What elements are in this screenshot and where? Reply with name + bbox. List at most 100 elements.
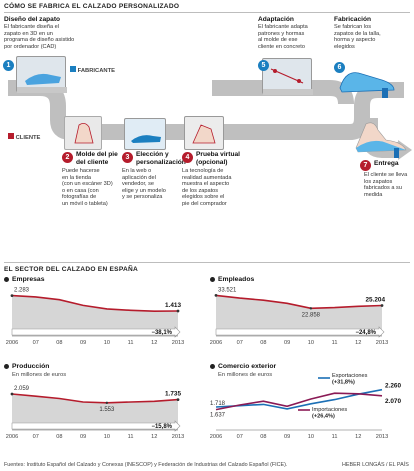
area-fill — [216, 295, 382, 336]
x-tick-label: 12 — [355, 434, 361, 440]
step-3-title: Elección y personalización — [136, 151, 186, 166]
chart-produccion-title: Producción — [4, 363, 49, 370]
series-line-0 — [215, 388, 383, 410]
start-point — [10, 392, 14, 396]
label-imp-end: 2.070 — [385, 398, 401, 405]
step-6-text: Se fabrican los zapatos de la talla, horma… — [334, 24, 381, 50]
series-line — [11, 393, 179, 404]
label-end: 1.413 — [165, 302, 181, 309]
x-tick-label: 2006 — [210, 340, 222, 346]
x-tick-label: 07 — [237, 434, 243, 440]
end-point — [176, 398, 180, 402]
x-tick-label: 2013 — [172, 434, 184, 440]
step-1-text: El fabricante diseña el zapato en 3D en u… — [4, 24, 75, 50]
x-tick-label: 10 — [308, 340, 314, 346]
step-2-badge: 2 — [62, 152, 73, 163]
step-6-badge: 6 — [334, 62, 345, 73]
sector-heading: EL SECTOR DEL CALZADO EN ESPAÑA — [4, 266, 139, 273]
label-end: 25.204 — [365, 296, 385, 303]
x-tick-label: 09 — [284, 340, 290, 346]
step-7-text: El cliente se lleva los zapatos fabricados… — [364, 172, 408, 198]
legend-cliente: CLIENTE — [8, 133, 40, 141]
x-tick-label: 2013 — [172, 340, 184, 346]
step-4-title: Prueba virtual (opcional) — [196, 151, 240, 166]
step-2-title: Molde del pie del cliente — [76, 151, 118, 166]
label-min: 1.553 — [99, 407, 115, 413]
change-arrow — [11, 420, 181, 432]
legend-exp-change: (+31,8%) — [332, 380, 355, 386]
series-line — [11, 294, 179, 313]
footer-credit: HEBER LONGÁS / EL PAÍS — [342, 462, 409, 468]
label-exp-end: 2.260 — [385, 383, 401, 390]
step-1-badge: 1 — [3, 60, 14, 71]
chart-comercio: 1.718 1.637 2.260 2.070 Exportaciones(+31,8%… — [210, 373, 402, 440]
chart-produccion-subtitle: En millones de euros — [12, 372, 67, 378]
scanner-illustration — [64, 116, 102, 150]
x-tick-label: 10 — [104, 434, 110, 440]
delivered-shoe-illustration — [350, 118, 410, 160]
web-app-illustration — [124, 118, 166, 150]
label-start: 33.521 — [218, 287, 237, 293]
legend-exp-label: Exportaciones — [332, 373, 368, 379]
chart-produccion: 2.059 1.735 1.553 −15,8% 2006 07 08 09 10 11 12 201… — [6, 386, 184, 440]
chart-empleados: 33.521 25.204 22.858 −24,8% 2006 07 08 09 10 11 12… — [210, 287, 388, 346]
step-2-text: Puede hacerse en la tienda (con un escáner… — [62, 168, 113, 207]
label-start: 2.283 — [14, 288, 30, 294]
change-label: −15,8% — [151, 424, 172, 430]
x-tick-label: 2006 — [6, 434, 18, 440]
x-tick-label: 12 — [355, 340, 361, 346]
end-point — [176, 309, 180, 313]
x-tick-label: 07 — [237, 340, 243, 346]
chart-comercio-title: Comercio exterior — [210, 363, 276, 370]
change-label: −24,8% — [355, 330, 376, 336]
x-tick-label: 09 — [80, 340, 86, 346]
chart-empresas: 2.283 1.413 −38,1% 2006 07 08 09 10 11 12 2013 — [6, 288, 184, 346]
divider — [4, 262, 410, 263]
x-tick-label: 08 — [260, 340, 266, 346]
start-point — [10, 294, 14, 298]
x-tick-label: 09 — [284, 434, 290, 440]
x-tick-label: 07 — [33, 434, 39, 440]
change-label: −38,1% — [151, 330, 172, 336]
legend-imp-label: Importaciones — [312, 407, 347, 413]
step-7-title: Entrega — [374, 160, 399, 167]
x-tick-label: 08 — [56, 434, 62, 440]
x-tick-label: 2013 — [376, 340, 388, 346]
step-4-text: La tecnología de realidad aumentada muestr… — [182, 168, 232, 207]
divider — [4, 12, 410, 13]
area-fill — [12, 295, 178, 336]
step-3-badge: 3 — [122, 152, 133, 163]
step-4-badge: 4 — [182, 152, 193, 163]
step-5-text: El fabricante adapta patrones y hormas al … — [258, 24, 308, 50]
x-tick-label: 2006 — [210, 434, 222, 440]
label-exp-start: 1.718 — [210, 401, 226, 407]
x-tick-label: 10 — [308, 434, 314, 440]
step-7-badge: 7 — [360, 160, 371, 171]
chart-empleados-title: Empleados — [210, 276, 254, 283]
x-tick-label: 12 — [151, 434, 157, 440]
legend-imp-change: (+26,4%) — [312, 414, 335, 420]
step-1-title: Diseño del zapato — [4, 16, 61, 23]
cad-screen-illustration — [16, 56, 67, 93]
x-tick-label: 10 — [104, 340, 110, 346]
series-line-1 — [215, 392, 383, 411]
min-point — [309, 307, 313, 310]
label-end: 1.735 — [165, 391, 181, 398]
process-heading: CÓMO SE FABRICA EL CALZADO PERSONALIZADO — [4, 3, 180, 10]
label-start: 2.059 — [14, 386, 30, 392]
x-tick-label: 11 — [332, 340, 338, 346]
label-min: 22.858 — [302, 312, 321, 318]
min-point — [105, 401, 109, 405]
x-tick-label: 2013 — [376, 434, 388, 440]
x-tick-label: 12 — [151, 340, 157, 346]
series-line — [215, 294, 383, 310]
x-tick-label: 2006 — [6, 340, 18, 346]
x-tick-label: 07 — [33, 340, 39, 346]
x-tick-label: 09 — [80, 434, 86, 440]
step-5-title: Adaptación — [258, 16, 294, 23]
end-point — [380, 304, 384, 307]
chart-comercio-subtitle: En millones de euros — [218, 372, 273, 378]
chart-empresas-title: Empresas — [4, 276, 45, 283]
change-arrow — [11, 326, 181, 338]
x-tick-label: 11 — [128, 434, 134, 440]
